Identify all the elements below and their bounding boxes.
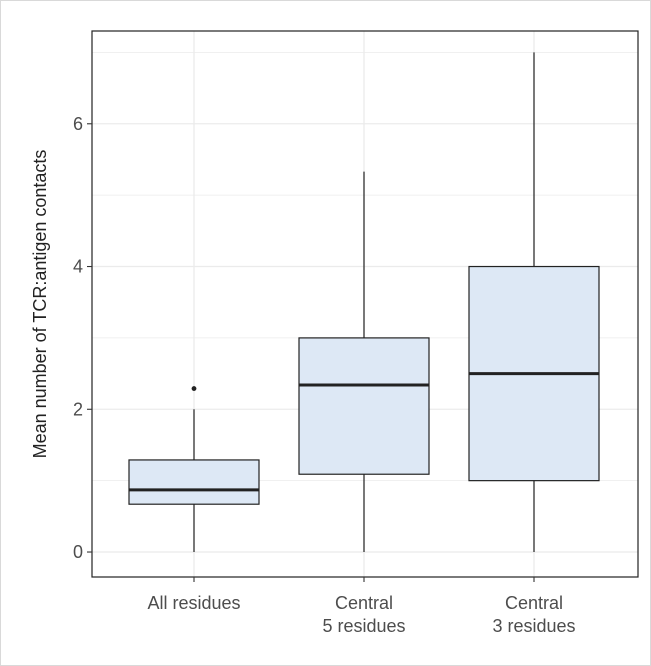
x-tick-label: Central 5 residues [322, 593, 405, 636]
boxes-layer [128, 52, 600, 553]
x-tick-label: All residues [147, 593, 240, 613]
x-tick-label-line: All residues [147, 593, 240, 613]
box-1 [128, 386, 260, 553]
x-tick-label-line: Central [335, 593, 393, 613]
box-3 [468, 52, 600, 553]
x-tick-label-line: 5 residues [322, 616, 405, 636]
box-iqr [298, 337, 430, 475]
x-tick-label: Central 3 residues [492, 593, 575, 636]
x-tick-label-line: Central [505, 593, 563, 613]
y-tick-label: 0 [73, 542, 83, 562]
plot-panel-border [91, 30, 639, 578]
y-axis: 0 2 4 6 [73, 114, 92, 562]
outlier-point [191, 386, 197, 391]
box-2 [298, 171, 430, 553]
y-tick-label: 4 [73, 257, 83, 277]
y-tick-label: 2 [73, 399, 83, 419]
x-tick-label-line: 3 residues [492, 616, 575, 636]
x-axis: All residues Central 5 residues Central 3 re… [147, 577, 576, 636]
y-tick-label: 6 [73, 114, 83, 134]
box-iqr [128, 459, 260, 505]
y-axis-title: Mean number of TCR:antigen contacts [30, 150, 50, 459]
